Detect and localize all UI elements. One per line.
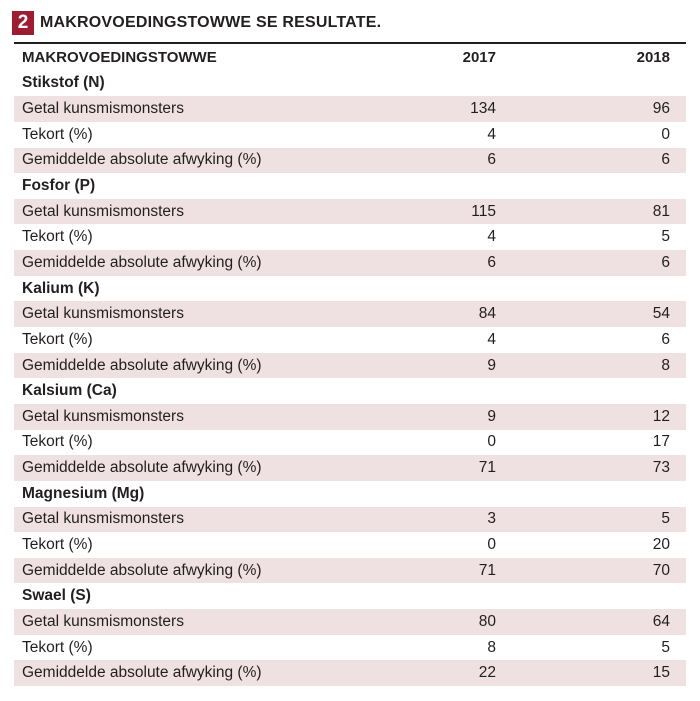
section-row: Kalsium (Ca) — [14, 378, 686, 404]
value-2017: 4 — [487, 228, 496, 246]
table-row: Gemiddelde absolute afwyking (%) 6 6 — [14, 250, 686, 276]
value-2017: 6 — [368, 147, 512, 174]
value-2018: 20 — [652, 535, 670, 553]
value-2018: 5 — [512, 506, 686, 533]
value-2018: 54 — [512, 301, 686, 328]
table-row: Tekort (%) 0 17 — [14, 430, 686, 456]
section-heading: Fosfor (P) — [22, 177, 96, 195]
section-heading: Kalium (K) — [22, 279, 100, 297]
table-row: Getal kunsmismonsters 134 96 — [14, 96, 686, 122]
value-2017: 4 — [487, 125, 496, 143]
value-2017: 84 — [368, 301, 512, 328]
column-header-nutrient: MAKROVOEDINGSTOWWE — [22, 49, 217, 67]
table-row: Gemiddelde absolute afwyking (%) 9 8 — [14, 352, 686, 379]
table-body: Stikstof (N) Getal kunsmismonsters 134 96 Te… — [14, 71, 686, 687]
value-2017: 8 — [487, 638, 496, 656]
table-row: Tekort (%) 4 6 — [14, 327, 686, 353]
value-2017: 71 — [368, 557, 512, 584]
table-row: Gemiddelde absolute afwyking (%) 6 6 — [14, 147, 686, 174]
value-2018: 15 — [512, 660, 686, 687]
row-label: Gemiddelde absolute afwyking (%) — [14, 660, 368, 687]
column-header-2017: 2017 — [462, 49, 496, 67]
section-heading: Stikstof (N) — [22, 74, 105, 92]
value-2017: 115 — [368, 198, 512, 225]
table-title: MAKROVOEDINGSTOWWE SE RESULTATE. — [40, 14, 382, 31]
row-label: Tekort (%) — [22, 433, 93, 451]
value-2018: 5 — [661, 638, 670, 656]
value-2017: 4 — [487, 330, 496, 348]
row-label: Getal kunsmismonsters — [14, 403, 368, 430]
row-label: Gemiddelde absolute afwyking (%) — [14, 352, 368, 379]
value-2018: 17 — [652, 433, 670, 451]
table-row: Getal kunsmismonsters 9 12 — [14, 403, 686, 430]
section-row: Kalium (K) — [14, 276, 686, 302]
section-heading: Swael (S) — [22, 587, 91, 605]
value-2017: 9 — [368, 403, 512, 430]
value-2018: 81 — [512, 198, 686, 225]
table-row: Tekort (%) 4 0 — [14, 122, 686, 148]
value-2017: 0 — [487, 433, 496, 451]
row-label: Getal kunsmismonsters — [14, 301, 368, 328]
row-label: Tekort (%) — [22, 125, 93, 143]
value-2017: 3 — [368, 506, 512, 533]
row-label: Gemiddelde absolute afwyking (%) — [14, 455, 368, 481]
row-label: Getal kunsmismonsters — [14, 96, 368, 122]
table-row: Tekort (%) 8 5 — [14, 635, 686, 661]
value-2018: 12 — [512, 403, 686, 430]
row-label: Gemiddelde absolute afwyking (%) — [14, 250, 368, 276]
section-heading: Magnesium (Mg) — [22, 484, 145, 502]
row-label: Tekort (%) — [22, 638, 93, 656]
value-2018: 64 — [512, 609, 686, 635]
table-row: Getal kunsmismonsters 80 64 — [14, 609, 686, 635]
section-heading: Kalsium (Ca) — [22, 382, 117, 400]
value-2018: 8 — [512, 352, 686, 379]
table-row: Gemiddelde absolute afwyking (%) 71 73 — [14, 455, 686, 481]
results-table: MAKROVOEDINGSTOWWE 2017 2018 Stikstof (N… — [14, 45, 686, 687]
value-2018: 73 — [512, 455, 686, 481]
row-label: Tekort (%) — [22, 330, 93, 348]
row-label: Getal kunsmismonsters — [14, 609, 368, 635]
value-2018: 70 — [512, 557, 686, 584]
value-2018: 6 — [512, 147, 686, 174]
value-2018: 6 — [661, 330, 670, 348]
table-number-badge: 2 — [12, 11, 34, 35]
table-row: Getal kunsmismonsters 115 81 — [14, 198, 686, 225]
value-2018: 5 — [661, 228, 670, 246]
value-2017: 71 — [368, 455, 512, 481]
table-title-row: 2 MAKROVOEDINGSTOWWE SE RESULTATE. — [12, 8, 381, 38]
value-2017: 80 — [368, 609, 512, 635]
table-header-row: MAKROVOEDINGSTOWWE 2017 2018 — [14, 45, 686, 71]
value-2017: 134 — [368, 96, 512, 122]
table-row: Tekort (%) 0 20 — [14, 532, 686, 558]
row-label: Tekort (%) — [22, 228, 93, 246]
row-label: Getal kunsmismonsters — [14, 198, 368, 225]
table-row: Gemiddelde absolute afwyking (%) 22 15 — [14, 660, 686, 687]
column-header-2018: 2018 — [636, 49, 670, 67]
value-2017: 22 — [368, 660, 512, 687]
value-2018: 96 — [512, 96, 686, 122]
section-row: Swael (S) — [14, 583, 686, 609]
row-label: Tekort (%) — [22, 535, 93, 553]
row-label: Gemiddelde absolute afwyking (%) — [14, 557, 368, 584]
section-row: Magnesium (Mg) — [14, 481, 686, 507]
table-row: Gemiddelde absolute afwyking (%) 71 70 — [14, 557, 686, 584]
table-row: Tekort (%) 4 5 — [14, 224, 686, 250]
row-label: Gemiddelde absolute afwyking (%) — [14, 147, 368, 174]
value-2017: 0 — [487, 535, 496, 553]
value-2017: 9 — [368, 352, 512, 379]
table-row: Getal kunsmismonsters 3 5 — [14, 506, 686, 533]
value-2017: 6 — [368, 250, 512, 276]
section-row: Fosfor (P) — [14, 173, 686, 199]
row-label: Getal kunsmismonsters — [14, 506, 368, 533]
value-2018: 0 — [661, 125, 670, 143]
table-row: Getal kunsmismonsters 84 54 — [14, 301, 686, 328]
section-row: Stikstof (N) — [14, 71, 686, 97]
header-rule — [14, 42, 686, 44]
value-2018: 6 — [512, 250, 686, 276]
